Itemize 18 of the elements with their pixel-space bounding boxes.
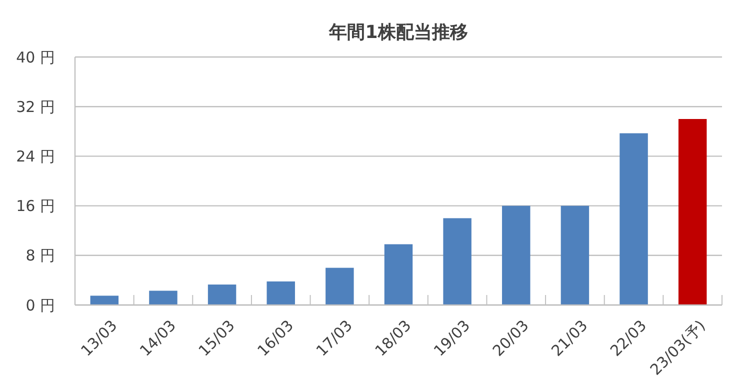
bar <box>266 281 295 305</box>
y-tick-label: 24 円 <box>16 147 55 166</box>
bar <box>384 244 413 305</box>
bar <box>208 284 236 305</box>
y-tick-label: 0 円 <box>26 296 55 314</box>
y-tick-label: 40 円 <box>16 48 55 66</box>
bar <box>620 133 648 305</box>
bar <box>678 119 707 305</box>
chart-title: 年間1株配当推移 <box>328 22 468 43</box>
y-tick-label: 8 円 <box>26 246 55 265</box>
y-tick-label: 16 円 <box>16 197 55 216</box>
bar <box>560 206 590 305</box>
bar <box>326 268 354 305</box>
y-tick-label: 32 円 <box>16 98 55 116</box>
bar <box>90 296 119 305</box>
bar <box>443 218 472 305</box>
bar <box>502 206 530 305</box>
bar <box>149 290 178 305</box>
